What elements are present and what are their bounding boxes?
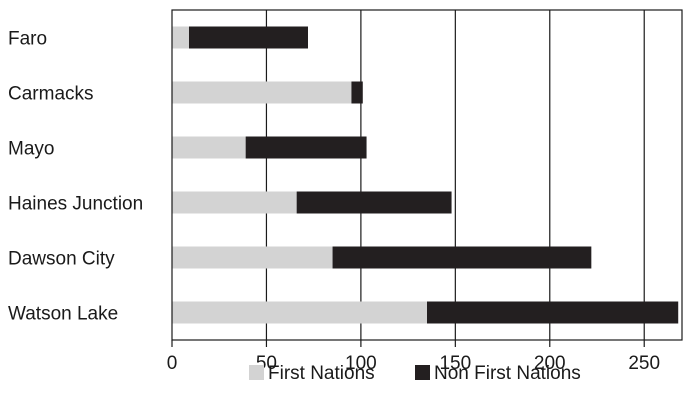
category-label: Haines Junction (8, 194, 143, 215)
bar-watson-lake-first-nations (172, 301, 427, 324)
tick-label: 0 (167, 353, 178, 374)
legend-label: Non First Nations (434, 363, 581, 384)
bar-haines-junction-first-nations (172, 191, 297, 214)
plot-border (171, 9, 683, 341)
plot-frame (171, 9, 683, 341)
bars-layer (172, 26, 679, 324)
category-label: Dawson City (8, 249, 115, 270)
bar-mayo-non-first-nations (245, 136, 367, 159)
x-axis-ticks: 0 50 100 150 200 250 (167, 340, 660, 374)
legend-swatch-first-nations (249, 365, 264, 380)
category-label: Watson Lake (8, 304, 118, 325)
tick-label: 100 (345, 353, 377, 374)
grid-layer (265, 10, 645, 340)
category-label: Mayo (8, 139, 54, 160)
bar-dawson-city-non-first-nations (332, 246, 592, 269)
bar-faro-non-first-nations (189, 26, 308, 49)
bar-haines-junction-non-first-nations (296, 191, 452, 214)
legend-label: First Nations (268, 363, 375, 384)
bar-carmacks-first-nations (172, 81, 352, 104)
category-label: Faro (8, 29, 47, 50)
bar-faro-first-nations (172, 26, 189, 49)
legend: First Nations Non First Nations (249, 363, 581, 384)
category-label: Carmacks (8, 84, 94, 105)
bar-carmacks-non-first-nations (351, 81, 363, 104)
legend-swatch-non-first-nations (415, 365, 430, 380)
category-labels: Faro Carmacks Mayo Haines Junction Dawson Ci… (8, 29, 143, 325)
tick-label: 200 (534, 353, 566, 374)
bar-mayo-first-nations (172, 136, 246, 159)
tick-label: 250 (628, 353, 660, 374)
bar-dawson-city-first-nations (172, 246, 333, 269)
bar-watson-lake-non-first-nations (427, 301, 679, 324)
tick-label: 150 (439, 353, 471, 374)
